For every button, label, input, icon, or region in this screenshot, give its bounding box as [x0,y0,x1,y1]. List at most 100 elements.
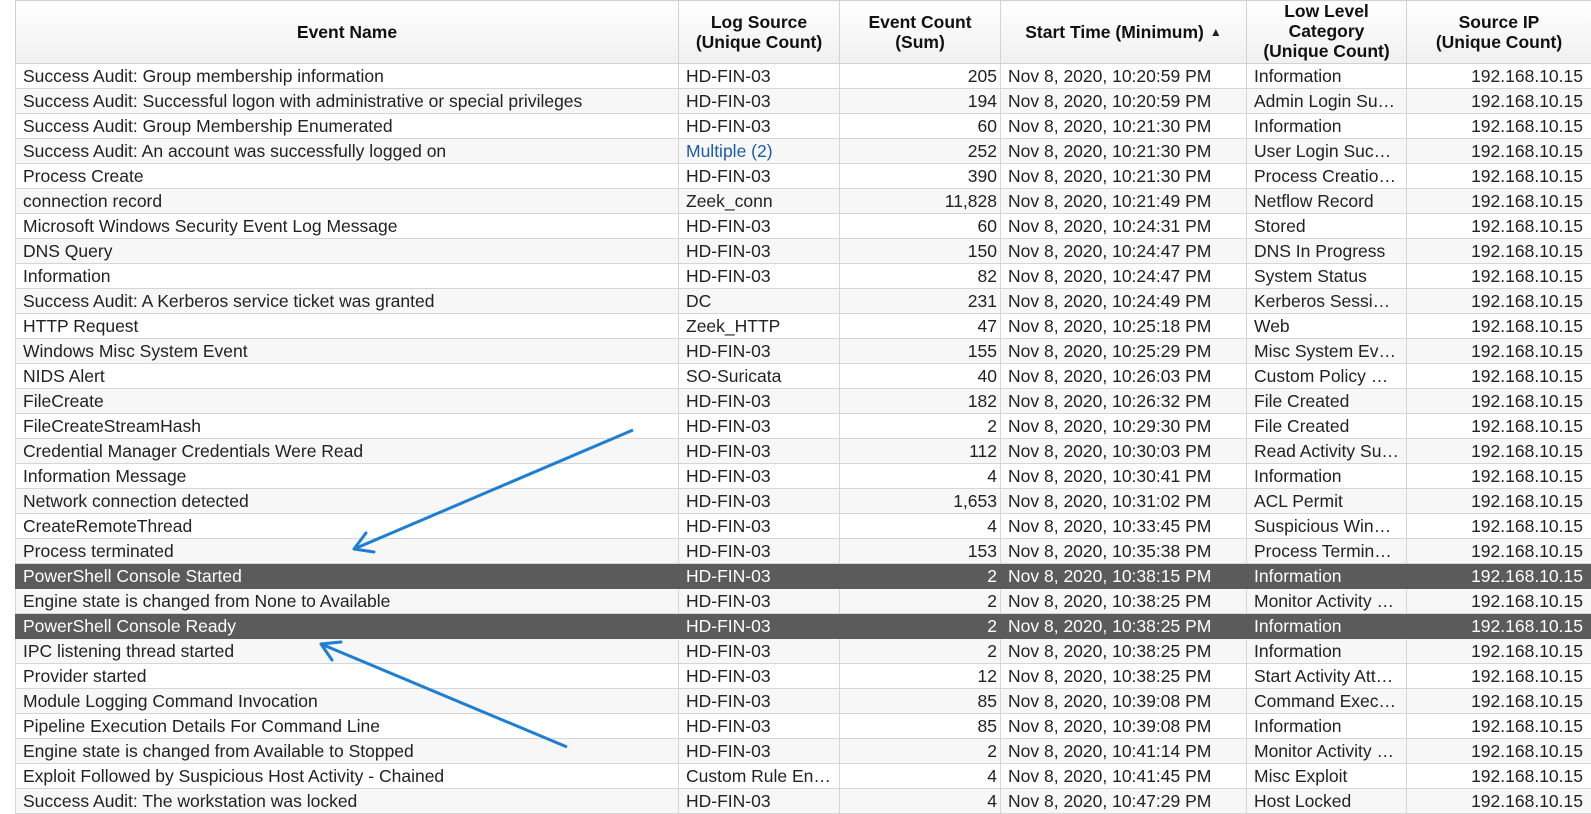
cell-log-source: HD-FIN-03 [679,639,840,664]
cell-source-ip: 192.168.10.15 [1407,539,1591,564]
cell-source-ip: 192.168.10.15 [1407,264,1591,289]
sort-ascending-icon: ▲ [1210,25,1222,39]
cell-source-ip: 192.168.10.15 [1407,464,1591,489]
cell-event-name: Information [16,264,679,289]
table-row[interactable]: Pipeline Execution Details For Command L… [16,714,1591,739]
cell-event-count: 4 [840,464,1001,489]
cell-start-time: Nov 8, 2020, 10:38:25 PM [1001,614,1247,639]
cell-log-source: HD-FIN-03 [679,89,840,114]
cell-start-time: Nov 8, 2020, 10:21:49 PM [1001,189,1247,214]
cell-event-name: Pipeline Execution Details For Command L… [16,714,679,739]
cell-category: Information [1247,114,1407,139]
table-row[interactable]: Engine state is changed from None to Ava… [16,589,1591,614]
cell-category: Read Activity Su… [1247,439,1407,464]
cell-log-source: HD-FIN-03 [679,414,840,439]
table-row[interactable]: Credential Manager Credentials Were Read… [16,439,1591,464]
cell-source-ip: 192.168.10.15 [1407,639,1591,664]
column-header-category[interactable]: Low Level Category (Unique Count) [1247,1,1407,64]
cell-category: Host Locked [1247,789,1407,814]
cell-start-time: Nov 8, 2020, 10:39:08 PM [1001,689,1247,714]
cell-source-ip: 192.168.10.15 [1407,414,1591,439]
cell-event-count: 85 [840,689,1001,714]
cell-event-count: 82 [840,264,1001,289]
table-row[interactable]: Success Audit: An account was successful… [16,139,1591,164]
cell-log-source: HD-FIN-03 [679,339,840,364]
cell-log-source: HD-FIN-03 [679,514,840,539]
cell-event-count: 153 [840,539,1001,564]
cell-event-count: 12 [840,664,1001,689]
cell-category: Information [1247,614,1407,639]
cell-source-ip: 192.168.10.15 [1407,114,1591,139]
cell-event-name: CreateRemoteThread [16,514,679,539]
table-row[interactable]: Success Audit: Group membership informat… [16,64,1591,89]
table-row[interactable]: Success Audit: Successful logon with adm… [16,89,1591,114]
cell-category: Information [1247,564,1407,589]
column-header-log-source[interactable]: Log Source (Unique Count) [679,1,840,64]
cell-event-count: 390 [840,164,1001,189]
cell-category: Web [1247,314,1407,339]
cell-start-time: Nov 8, 2020, 10:38:25 PM [1001,589,1247,614]
column-header-start-time[interactable]: Start Time (Minimum)▲ [1001,1,1247,64]
table-row[interactable]: Engine state is changed from Available t… [16,739,1591,764]
cell-source-ip: 192.168.10.15 [1407,64,1591,89]
cell-event-name: Process Create [16,164,679,189]
cell-log-source: HD-FIN-03 [679,789,840,814]
cell-source-ip: 192.168.10.15 [1407,439,1591,464]
cell-event-name: Windows Misc System Event [16,339,679,364]
cell-category: Start Activity Att… [1247,664,1407,689]
cell-source-ip: 192.168.10.15 [1407,664,1591,689]
cell-category: Kerberos Sessio… [1247,289,1407,314]
column-header-event-name[interactable]: Event Name [16,1,679,64]
cell-start-time: Nov 8, 2020, 10:24:31 PM [1001,214,1247,239]
table-row[interactable]: Microsoft Windows Security Event Log Mes… [16,214,1591,239]
cell-event-count: 2 [840,564,1001,589]
cell-event-count: 1,653 [840,489,1001,514]
cell-start-time: Nov 8, 2020, 10:21:30 PM [1001,139,1247,164]
cell-event-count: 112 [840,439,1001,464]
cell-log-source: HD-FIN-03 [679,114,840,139]
cell-log-source: HD-FIN-03 [679,439,840,464]
table-row[interactable]: Success Audit: The workstation was locke… [16,789,1591,814]
header-sublabel: (Sum) [844,32,996,52]
table-row[interactable]: Success Audit: A Kerberos service ticket… [16,289,1591,314]
cell-start-time: Nov 8, 2020, 10:24:49 PM [1001,289,1247,314]
cell-start-time: Nov 8, 2020, 10:35:38 PM [1001,539,1247,564]
cell-source-ip: 192.168.10.15 [1407,339,1591,364]
cell-source-ip: 192.168.10.15 [1407,139,1591,164]
cell-category: Process Termin… [1247,539,1407,564]
column-header-source-ip[interactable]: Source IP (Unique Count) [1407,1,1591,64]
cell-event-name: Engine state is changed from None to Ava… [16,589,679,614]
log-source-link[interactable]: Multiple (2) [679,139,840,164]
column-header-event-count[interactable]: Event Count (Sum) [840,1,1001,64]
header-label: Log Source [683,12,835,32]
cell-log-source: HD-FIN-03 [679,489,840,514]
header-label: Event Count [844,12,996,32]
table-row[interactable]: Exploit Followed by Suspicious Host Acti… [16,764,1591,789]
cell-log-source: HD-FIN-03 [679,664,840,689]
cell-log-source: SO-Suricata [679,364,840,389]
header-label: Category [1251,21,1402,41]
table-row[interactable]: Success Audit: Group Membership Enumerat… [16,114,1591,139]
cell-source-ip: 192.168.10.15 [1407,164,1591,189]
cell-start-time: Nov 8, 2020, 10:33:45 PM [1001,514,1247,539]
cell-event-name: Engine state is changed from Available t… [16,739,679,764]
cell-log-source: HD-FIN-03 [679,589,840,614]
